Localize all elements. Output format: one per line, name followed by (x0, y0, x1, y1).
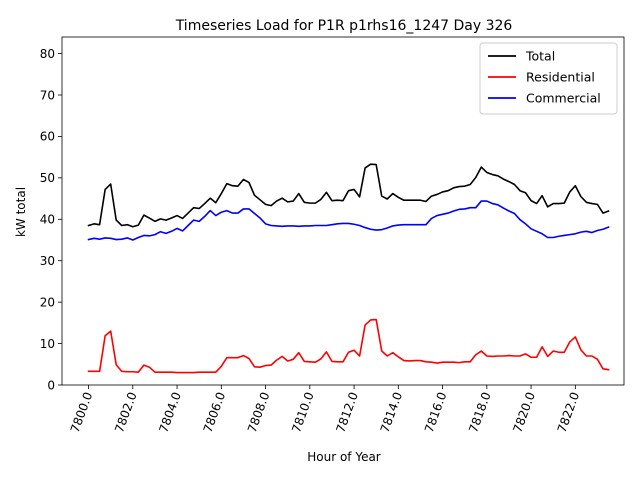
chart-title: Timeseries Load for P1R p1rhs16_1247 Day… (175, 18, 513, 34)
y-tick-label-3: 30 (40, 254, 55, 268)
axes-frame (61, 36, 625, 386)
legend-box (479, 42, 618, 115)
y-axis-label: kW total (14, 187, 28, 237)
y-tick-label-5: 50 (40, 171, 55, 185)
x-axis-label: Hour of Year (307, 450, 381, 464)
y-tick-label-1: 10 (40, 337, 55, 351)
y-tick-label-7: 70 (40, 88, 55, 102)
y-tick-label-6: 60 (40, 130, 55, 144)
legend: Total Residential Commercial (479, 42, 618, 115)
y-tick-label-4: 40 (40, 213, 55, 227)
y-tick-label-2: 20 (40, 295, 55, 309)
legend-label-total: Total (525, 49, 555, 64)
y-tick-label-0: 0 (47, 378, 55, 392)
y-tick-label-8: 80 (40, 47, 55, 61)
legend-label-residential: Residential (526, 70, 595, 85)
series-line-residential (87, 318, 610, 374)
series-line-total (87, 163, 610, 228)
legend-label-commercial: Commercial (526, 91, 601, 106)
series-line-commercial (87, 200, 610, 241)
